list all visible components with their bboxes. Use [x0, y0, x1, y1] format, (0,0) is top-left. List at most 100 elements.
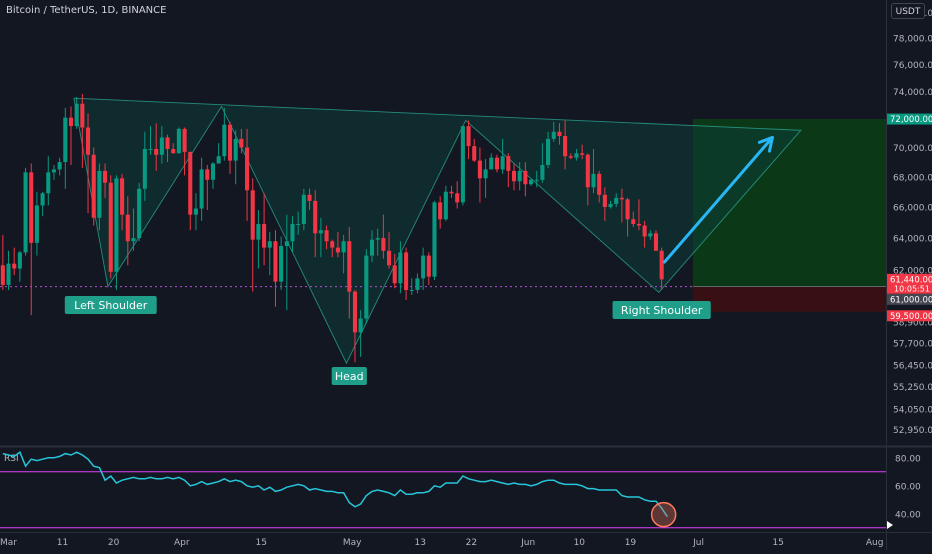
candle[interactable] — [17, 250, 22, 282]
candle[interactable] — [154, 123, 159, 171]
candle[interactable] — [534, 170, 539, 188]
candle[interactable] — [12, 247, 17, 276]
candle[interactable] — [415, 273, 420, 294]
candle[interactable] — [597, 170, 602, 203]
candle[interactable] — [443, 185, 448, 221]
candle[interactable] — [449, 185, 454, 198]
candle[interactable] — [483, 159, 488, 198]
candle[interactable] — [472, 138, 477, 163]
candle[interactable] — [528, 178, 534, 186]
candle[interactable] — [432, 200, 437, 280]
candle[interactable] — [398, 241, 403, 294]
candle[interactable] — [591, 148, 596, 194]
candle[interactable] — [233, 130, 238, 185]
candle[interactable] — [103, 163, 108, 198]
candle[interactable] — [511, 163, 517, 191]
candle[interactable] — [625, 197, 630, 237]
candle[interactable] — [193, 193, 198, 231]
candle[interactable] — [551, 121, 556, 142]
candle[interactable] — [222, 107, 227, 161]
candle[interactable] — [557, 123, 562, 145]
candle[interactable] — [585, 153, 590, 206]
candle[interactable] — [477, 147, 482, 203]
candle[interactable] — [460, 126, 465, 206]
candle[interactable] — [279, 236, 284, 290]
candle[interactable] — [40, 191, 45, 217]
candle[interactable] — [506, 153, 511, 188]
currency-button[interactable]: USDT — [891, 3, 925, 19]
candle[interactable] — [438, 196, 443, 229]
candle[interactable] — [653, 230, 659, 251]
candle[interactable] — [636, 199, 641, 231]
candle[interactable] — [404, 247, 409, 300]
candle[interactable] — [125, 196, 130, 266]
candle[interactable] — [313, 190, 318, 258]
candle[interactable] — [455, 181, 460, 209]
candle[interactable] — [381, 214, 386, 259]
candle[interactable] — [273, 230, 278, 307]
candle[interactable] — [540, 143, 545, 183]
candle[interactable] — [262, 193, 267, 266]
candle[interactable] — [6, 250, 11, 290]
candle[interactable] — [580, 144, 585, 160]
candle[interactable] — [0, 234, 5, 290]
candle[interactable] — [57, 157, 62, 176]
candle[interactable] — [148, 126, 153, 155]
candle[interactable] — [267, 231, 272, 276]
candle[interactable] — [466, 120, 471, 160]
candle[interactable] — [307, 188, 312, 211]
candle[interactable] — [563, 120, 568, 170]
candle[interactable] — [523, 162, 528, 197]
candle[interactable] — [392, 254, 397, 289]
candle[interactable] — [51, 164, 56, 180]
candle[interactable] — [546, 131, 551, 168]
candle[interactable] — [131, 208, 136, 251]
candle[interactable] — [347, 227, 352, 319]
candle[interactable] — [120, 173, 125, 231]
candle[interactable] — [352, 289, 358, 363]
candle[interactable] — [659, 247, 664, 290]
candle[interactable] — [517, 162, 522, 191]
candle[interactable] — [205, 164, 210, 211]
candle[interactable] — [46, 156, 51, 206]
candle[interactable] — [375, 228, 380, 256]
candle[interactable] — [574, 148, 579, 161]
candle[interactable] — [631, 211, 636, 228]
candle[interactable] — [494, 154, 499, 173]
candle[interactable] — [426, 252, 431, 285]
candle[interactable] — [602, 187, 607, 221]
candle[interactable] — [619, 188, 624, 223]
candle[interactable] — [74, 96, 79, 129]
candle[interactable] — [608, 200, 613, 209]
candle[interactable] — [188, 151, 193, 231]
candle[interactable] — [23, 167, 28, 256]
candle[interactable] — [409, 278, 414, 295]
candle[interactable] — [29, 163, 34, 316]
candle[interactable] — [568, 153, 573, 160]
candle[interactable] — [34, 191, 39, 256]
candle[interactable] — [245, 128, 250, 221]
candle[interactable] — [364, 249, 369, 324]
candle[interactable] — [171, 143, 176, 154]
candle[interactable] — [250, 178, 255, 292]
candle[interactable] — [227, 121, 233, 174]
candle[interactable] — [500, 138, 505, 174]
candle[interactable] — [63, 107, 68, 189]
candle[interactable] — [137, 182, 142, 242]
candle[interactable] — [199, 157, 204, 221]
candle[interactable] — [290, 216, 295, 253]
candle[interactable] — [239, 128, 244, 154]
candle[interactable] — [182, 127, 187, 176]
candle[interactable] — [159, 126, 164, 164]
candle[interactable] — [614, 193, 619, 207]
candle[interactable] — [97, 163, 102, 231]
candle[interactable] — [335, 231, 340, 258]
candle[interactable] — [284, 214, 289, 311]
candle[interactable] — [489, 153, 494, 170]
candle[interactable] — [114, 175, 119, 290]
candle[interactable] — [324, 225, 329, 250]
candle[interactable] — [387, 231, 392, 269]
candle[interactable] — [301, 188, 306, 231]
candle[interactable] — [68, 106, 74, 165]
